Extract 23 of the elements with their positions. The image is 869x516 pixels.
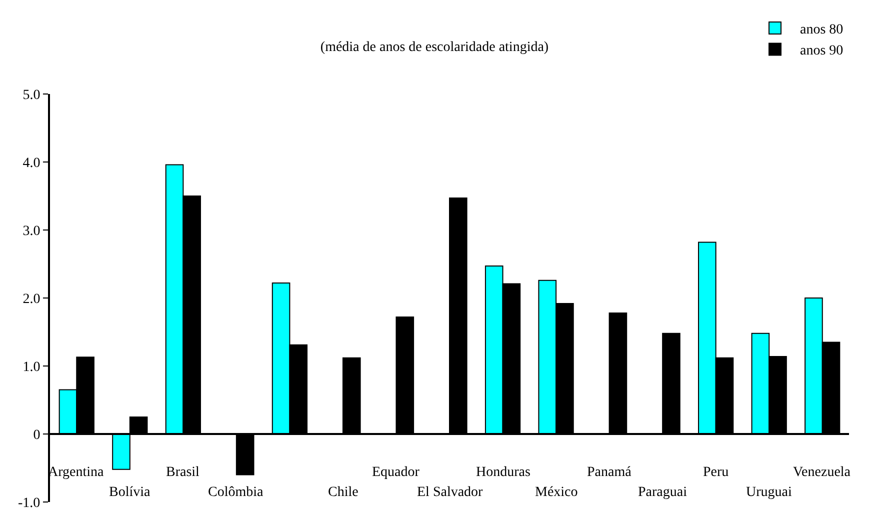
- x-tick-label: México: [535, 485, 578, 500]
- x-tick-label: Venezuela: [793, 465, 852, 480]
- x-tick-label: Uruguai: [746, 485, 792, 500]
- x-tick-label: Brasil: [166, 465, 200, 480]
- x-tick-label: Honduras: [476, 465, 530, 480]
- y-tick-label: -1.0: [18, 496, 40, 511]
- x-tick-label: El Salvador: [417, 485, 484, 500]
- y-tick-label: 4.0: [22, 156, 40, 171]
- x-tick-label: Panamá: [587, 465, 632, 480]
- x-tick-label: Peru: [703, 465, 729, 480]
- x-tick-label: Paraguai: [638, 485, 688, 500]
- x-tick-label: Bolívia: [109, 485, 152, 500]
- x-tick-label: Colômbia: [208, 485, 264, 500]
- y-tick-label: 5.0: [22, 88, 40, 103]
- x-tick-label: Chile: [328, 485, 358, 500]
- y-tick-label: 1.0: [22, 360, 40, 375]
- y-tick-label: 3.0: [22, 224, 40, 239]
- x-tick-label: Equador: [372, 465, 420, 480]
- y-tick-label: 0: [33, 428, 40, 443]
- legend-label: anos 90: [800, 44, 844, 59]
- chart-title: (média de anos de escolaridade atingida): [320, 40, 549, 56]
- y-tick-label: 2.0: [22, 292, 40, 307]
- legend-label: anos 80: [800, 22, 844, 38]
